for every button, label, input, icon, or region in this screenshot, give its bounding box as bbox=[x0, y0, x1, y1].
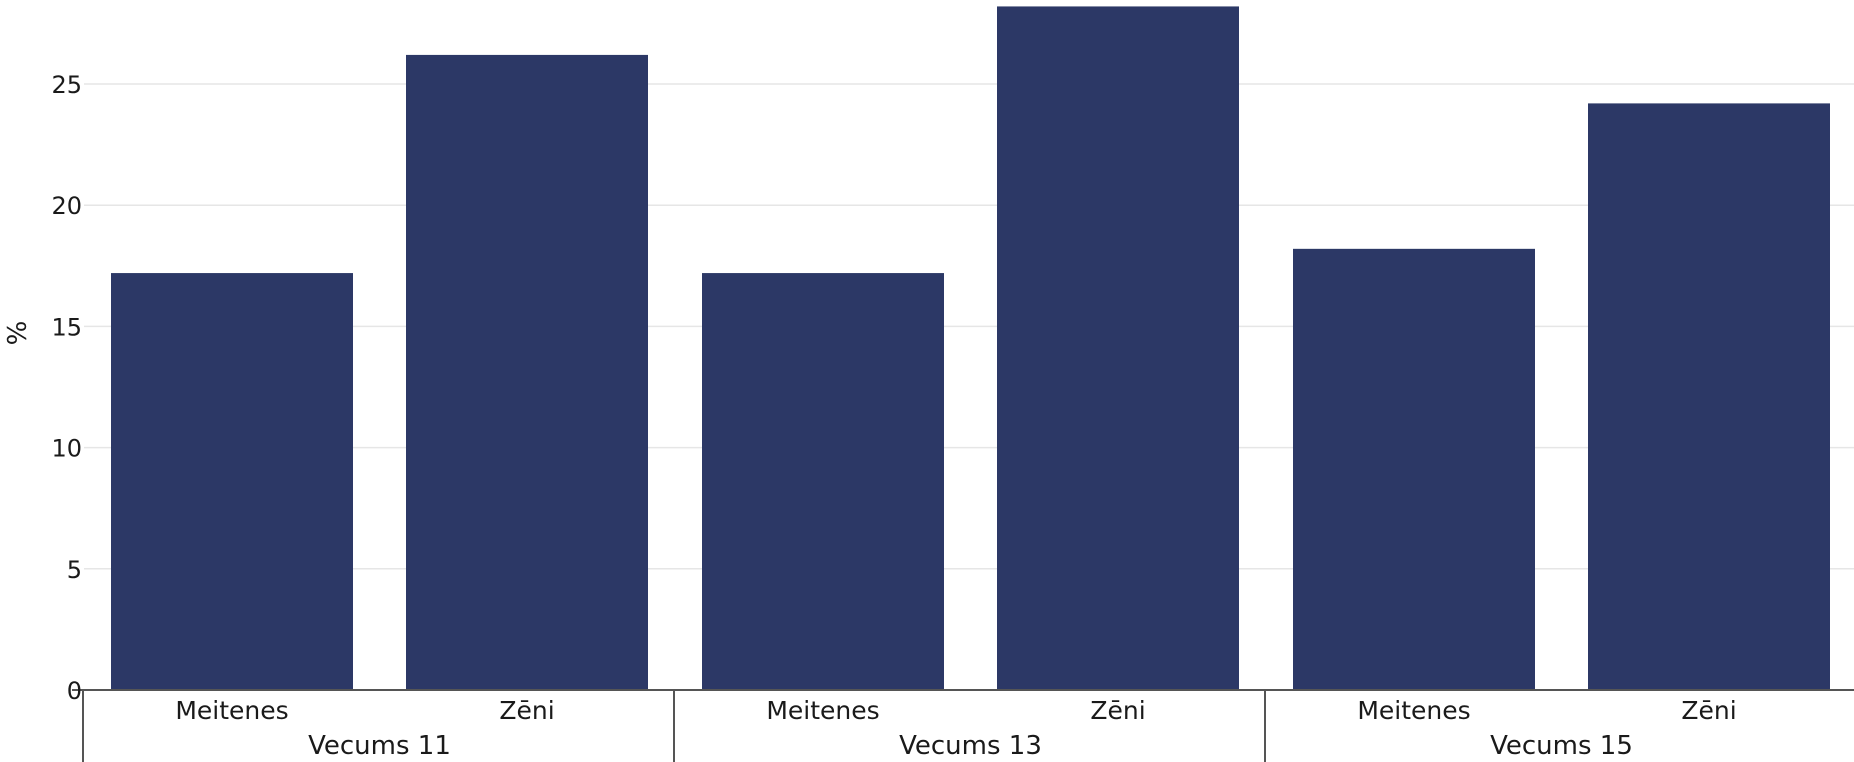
y-tick-label: 5 bbox=[67, 556, 82, 584]
bar bbox=[406, 54, 648, 691]
x-category-label: Zēni bbox=[1090, 696, 1145, 725]
y-tick-label: 0 bbox=[67, 677, 82, 705]
bar bbox=[997, 6, 1239, 690]
x-group-label: Vecums 13 bbox=[899, 731, 1042, 761]
axes bbox=[72, 689, 1854, 762]
y-tick-label: 25 bbox=[51, 71, 82, 99]
y-tick-labels: 0 5 10 15 20 25 bbox=[51, 71, 82, 705]
x-category-label: Zēni bbox=[499, 696, 554, 725]
y-axis-title: % bbox=[3, 321, 33, 346]
y-tick-label: 10 bbox=[51, 435, 82, 463]
grid-lines bbox=[84, 83, 1854, 570]
x-category-label: Meitenes bbox=[175, 696, 288, 725]
x-category-labels: Meitenes Zēni Vecums 11 Meitenes Zēni Vecums … bbox=[175, 696, 1736, 761]
bar bbox=[1588, 103, 1830, 691]
bar bbox=[1293, 248, 1535, 690]
y-tick-label: 15 bbox=[51, 313, 82, 341]
x-category-label: Meitenes bbox=[1357, 696, 1470, 725]
y-tick-label: 20 bbox=[51, 192, 82, 220]
x-group-label: Vecums 11 bbox=[308, 731, 451, 761]
x-category-label: Zēni bbox=[1681, 696, 1736, 725]
x-category-label: Meitenes bbox=[766, 696, 879, 725]
bar bbox=[702, 273, 944, 690]
x-group-label: Vecums 15 bbox=[1490, 731, 1633, 761]
bar bbox=[111, 273, 353, 690]
bars bbox=[111, 6, 1830, 691]
